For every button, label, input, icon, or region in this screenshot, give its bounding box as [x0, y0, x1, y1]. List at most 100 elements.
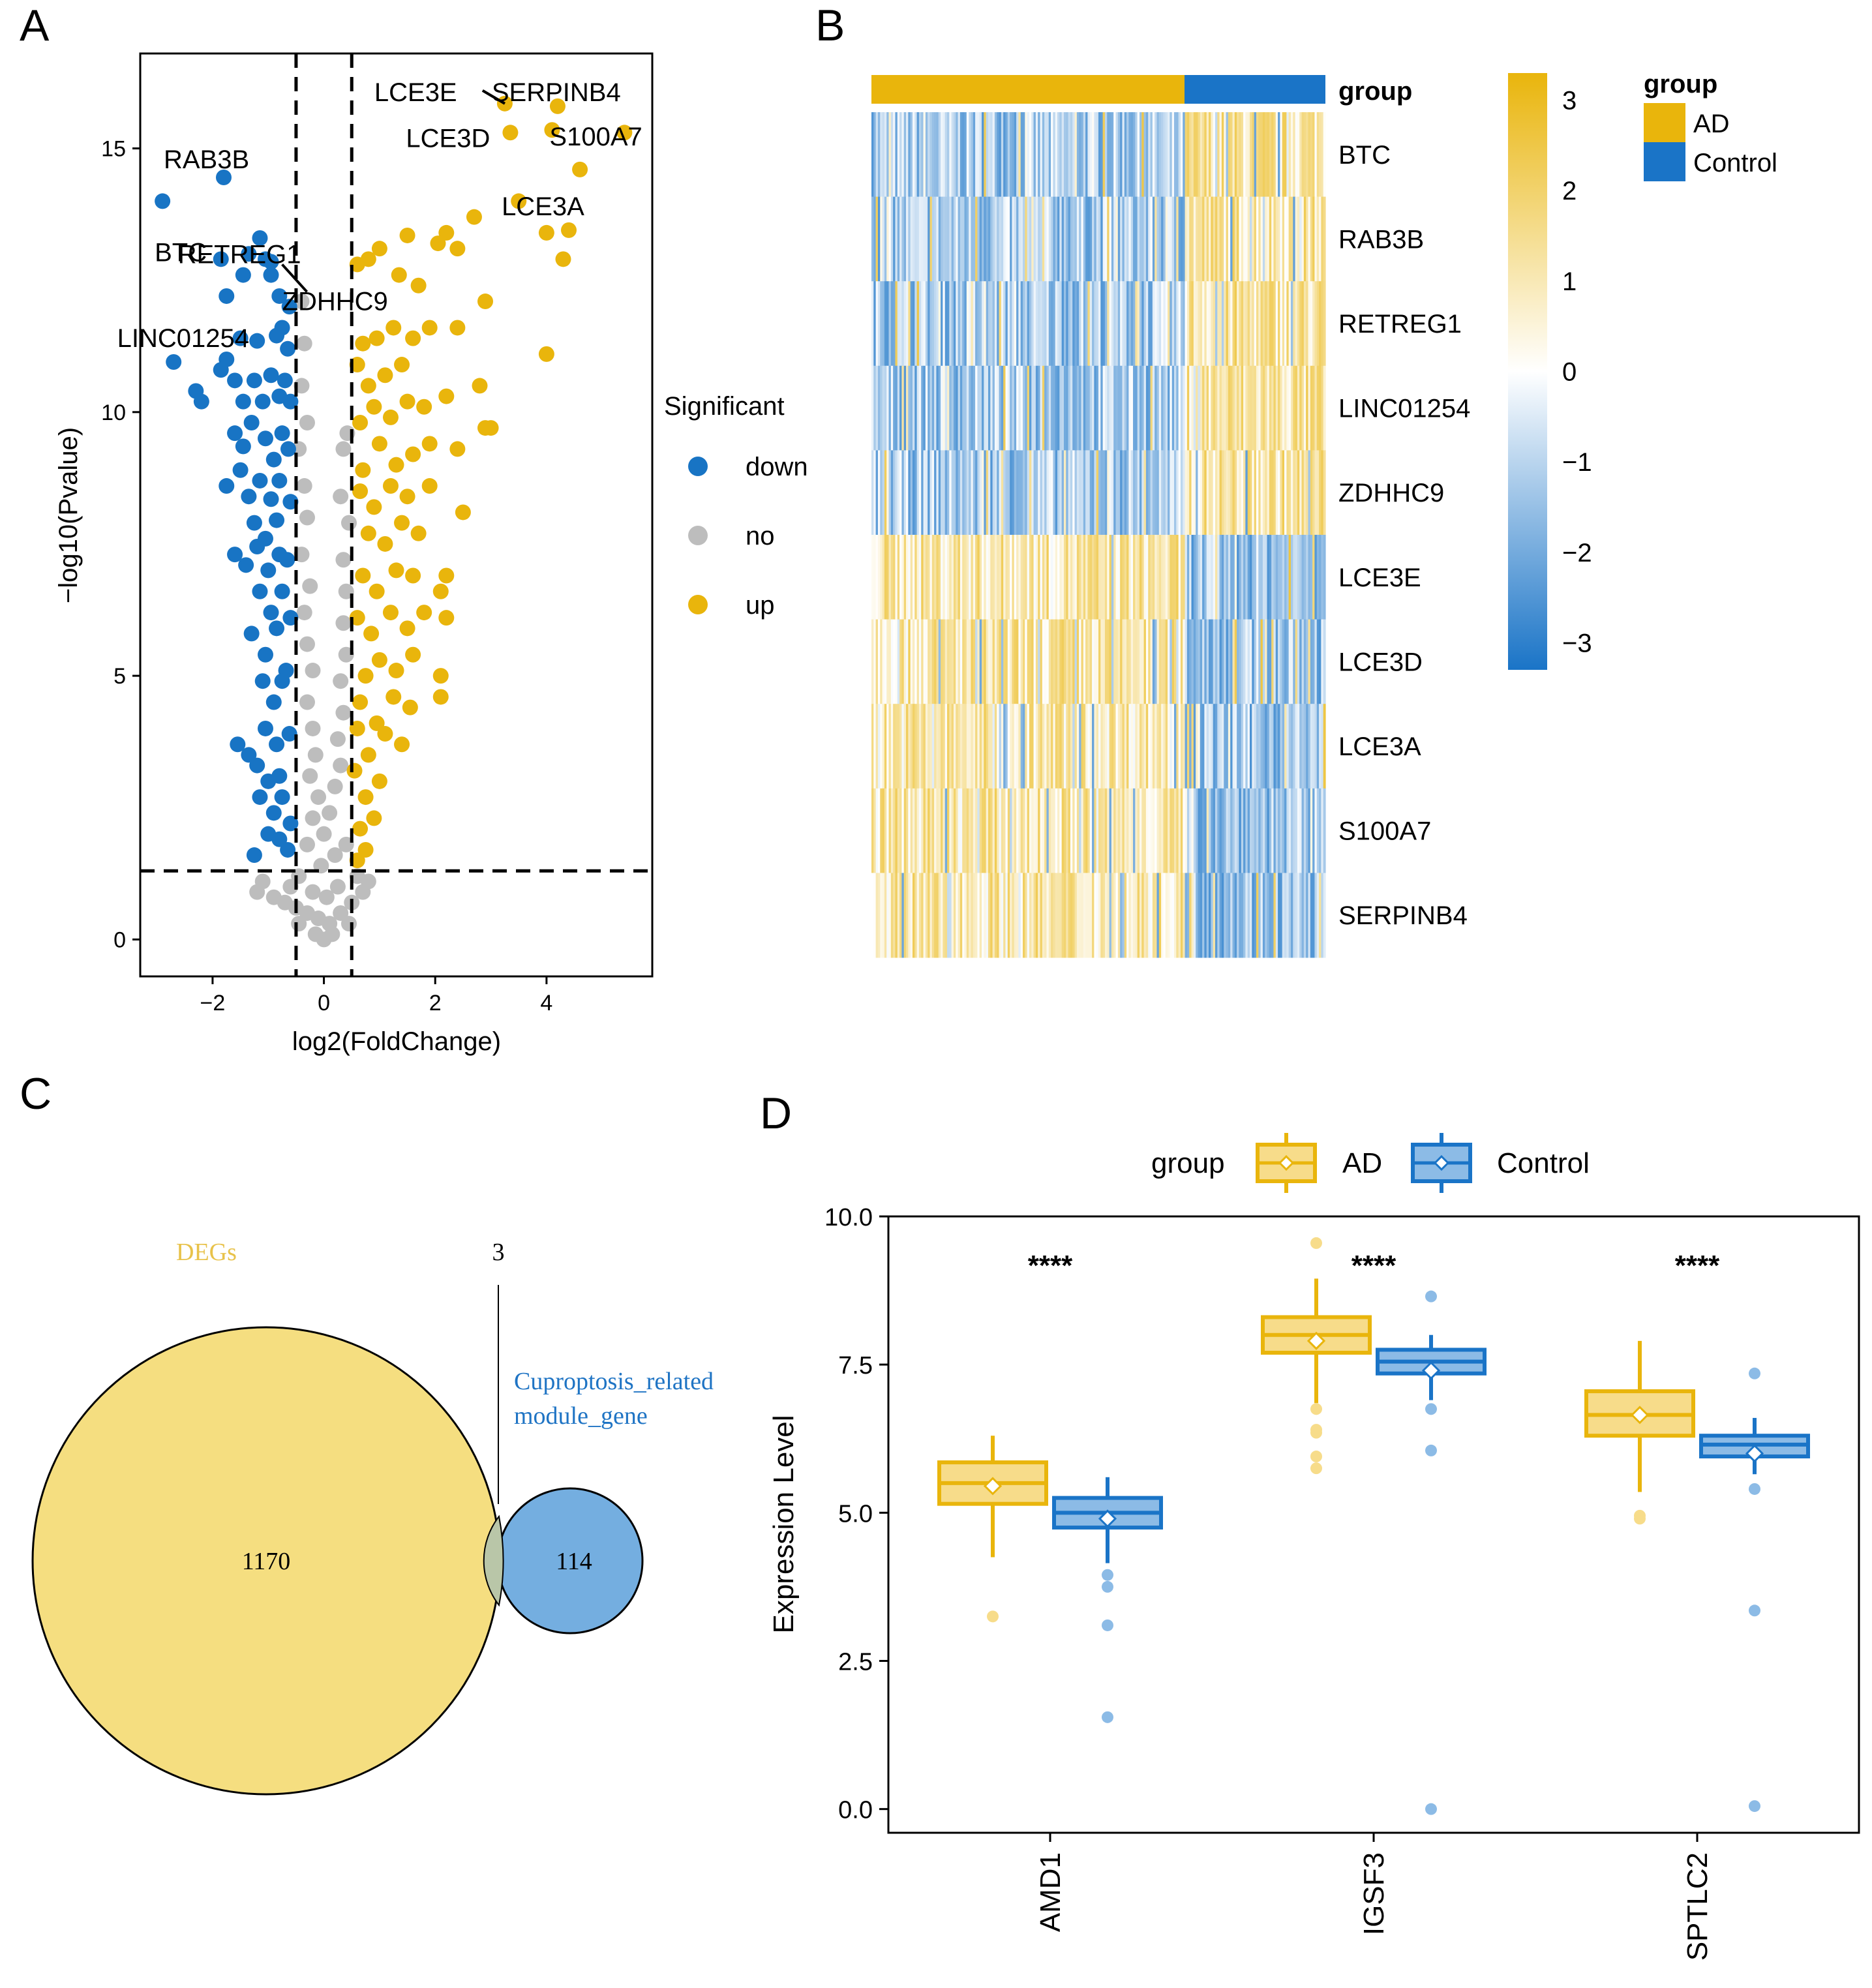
- heatmap-cell: [1219, 704, 1222, 789]
- heatmap-cell: [1111, 873, 1114, 958]
- box-outlier: [1310, 1426, 1322, 1439]
- heatmap-cell: [906, 619, 909, 704]
- heatmap-cell: [934, 281, 937, 367]
- heatmap-cell: [1033, 788, 1036, 873]
- point-no: [302, 768, 318, 784]
- heatmap-cell: [1174, 196, 1177, 282]
- heatmap-cell: [1109, 704, 1112, 789]
- heatmap-cell: [1016, 619, 1019, 704]
- heatmap-cell: [1158, 196, 1162, 282]
- heatmap-cell: [1128, 788, 1132, 873]
- heatmap-cell: [1323, 788, 1326, 873]
- heatmap-cell: [1234, 788, 1237, 873]
- heatmap-cell: [1061, 365, 1064, 451]
- heatmap-cell: [1124, 365, 1127, 451]
- heatmap-cell: [1269, 619, 1272, 704]
- heatmap-cell: [1293, 450, 1296, 535]
- heatmap-cell: [931, 535, 935, 620]
- heatmap-cell: [1306, 196, 1309, 282]
- heatmap-cell: [1226, 281, 1229, 367]
- heatmap-cell: [936, 619, 939, 704]
- heatmap-cell: [1256, 619, 1259, 704]
- heatmap-cell: [890, 788, 894, 873]
- point-down: [246, 515, 262, 531]
- point-up: [405, 567, 421, 584]
- heatmap-cell: [1120, 704, 1123, 789]
- point-down: [243, 415, 260, 430]
- volcano-frame: [139, 52, 654, 978]
- heatmap-row-label: BTC: [1338, 141, 1391, 170]
- heatmap-cell: [1040, 704, 1043, 789]
- heatmap-cell: [1278, 619, 1280, 704]
- heatmap-cell: [1165, 619, 1168, 704]
- heatmap-cell: [999, 619, 1002, 704]
- heatmap-cell: [1044, 281, 1048, 367]
- heatmap-cell: [1053, 450, 1056, 535]
- heatmap-cell: [1165, 535, 1168, 620]
- heatmap-cell: [1155, 365, 1158, 451]
- heatmap-cell: [1148, 281, 1151, 367]
- heatmap-cell: [1171, 788, 1175, 873]
- heatmap-cell: [1023, 450, 1025, 535]
- heatmap-cell: [1316, 450, 1320, 535]
- heatmap-cell: [1143, 619, 1147, 704]
- heatmap-cell: [1243, 535, 1246, 620]
- heatmap-cell: [975, 450, 978, 535]
- heatmap-cell: [992, 365, 995, 451]
- heatmap-cell: [1301, 365, 1305, 451]
- heatmap-cell: [997, 535, 1000, 620]
- point-up: [399, 489, 415, 505]
- heatmap-cell: [1224, 873, 1227, 958]
- heatmap-cell: [1102, 535, 1106, 620]
- heatmap-cell: [1178, 365, 1181, 451]
- heatmap-cell: [1284, 281, 1287, 367]
- point-down: [252, 789, 268, 806]
- heatmap-cell: [1221, 450, 1224, 535]
- heatmap-cell: [1189, 619, 1192, 704]
- heatmap-cell: [1001, 281, 1004, 367]
- heatmap-cell: [929, 281, 933, 367]
- heatmap-cell: [1211, 619, 1214, 704]
- heatmap-cell: [934, 450, 937, 535]
- heatmap-cell: [877, 196, 881, 282]
- point-up: [438, 610, 455, 626]
- heatmap-cell: [903, 112, 907, 198]
- point-up: [388, 562, 404, 579]
- heatmap-cell: [1085, 873, 1089, 958]
- heatmap-cell: [1219, 788, 1222, 873]
- heatmap-cell: [1020, 112, 1023, 198]
- heatmap-cell: [1128, 365, 1132, 451]
- heatmap-cell: [944, 365, 948, 451]
- point-up: [382, 409, 399, 425]
- threshold-lines: [140, 53, 652, 976]
- heatmap-cell: [951, 450, 954, 535]
- heatmap-cell: [1143, 112, 1147, 198]
- heatmap-cell: [1033, 365, 1036, 451]
- heatmap-cell: [1278, 788, 1280, 873]
- heatmap-cell: [962, 619, 965, 704]
- heatmap-cell: [1018, 112, 1021, 198]
- heatmap-cell: [1206, 281, 1209, 367]
- heatmap-cell: [1033, 450, 1036, 535]
- heatmap-cell: [1089, 365, 1093, 451]
- heatmap-cell: [1286, 450, 1290, 535]
- heatmap-cell: [1314, 535, 1318, 620]
- heatmap-cell: [1185, 535, 1188, 620]
- heatmap-cell: [936, 873, 939, 958]
- heatmap-cell: [1098, 873, 1101, 958]
- heatmap-cell: [1048, 112, 1051, 198]
- point-no: [340, 515, 357, 531]
- heatmap-cell: [1066, 535, 1069, 620]
- heatmap-cell: [1196, 619, 1199, 704]
- heatmap-cell: [1286, 112, 1290, 198]
- point-up: [416, 399, 432, 415]
- heatmap-cell: [986, 365, 989, 451]
- heatmap-cell: [1010, 281, 1013, 367]
- heatmap-cell: [936, 788, 939, 873]
- heatmap-cell: [1139, 365, 1142, 451]
- point-up: [502, 125, 519, 141]
- point-down: [230, 736, 246, 753]
- heatmap-cell: [1202, 788, 1205, 873]
- point-up: [438, 388, 455, 404]
- heatmap-cell: [1005, 535, 1008, 620]
